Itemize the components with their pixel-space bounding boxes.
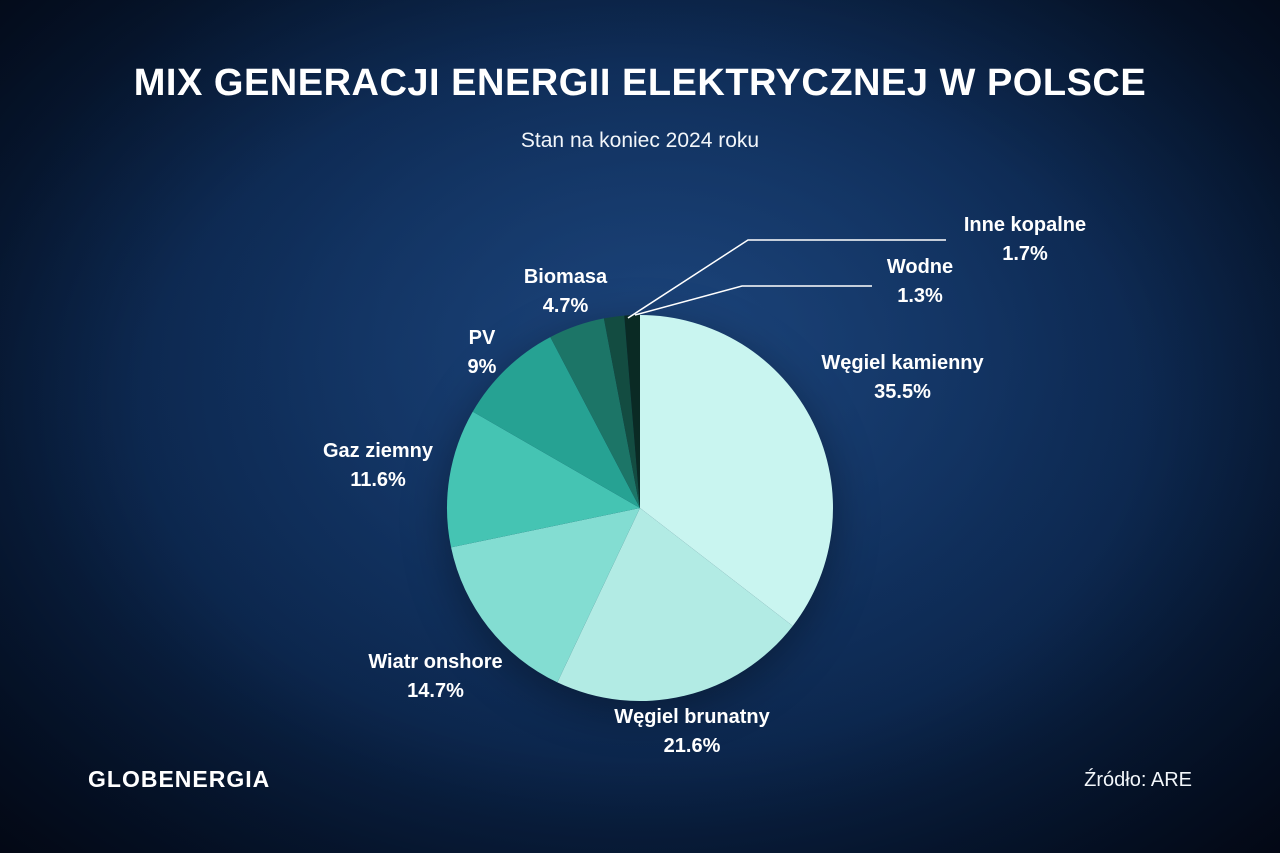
slice-label-name: Inne kopalne — [963, 214, 1087, 236]
slice-label-name: Węgiel kamienny — [821, 352, 984, 374]
slice-label-wegiel-kamienny: Węgiel kamienny 35.5% — [790, 349, 1015, 407]
slice-label-pct: 14.7% — [407, 680, 464, 702]
slice-label-pct: 1.3% — [897, 285, 943, 307]
slice-label-inne-kopalne: Inne kopalne 1.7% — [930, 211, 1120, 269]
slice-label-pct: 35.5% — [874, 381, 931, 403]
page-subtitle: Stan na koniec 2024 roku — [520, 129, 760, 152]
slice-label-wegiel-brunatny: Węgiel brunatny 21.6% — [577, 703, 807, 761]
slice-label-pct: 4.7% — [542, 295, 589, 317]
slice-label-pct: 11.6% — [350, 469, 406, 491]
globenergia-logo: GLOBENERGIA — [88, 766, 271, 792]
pie-slice-3 — [446, 411, 640, 548]
pie-slices-group — [446, 315, 833, 702]
slice-label-name: PV — [468, 327, 496, 349]
slice-label-gaz-ziemny: Gaz ziemny 11.6% — [283, 437, 473, 495]
slice-label-pct: 21.6% — [663, 735, 721, 757]
slice-label-biomasa: Biomasa 4.7% — [488, 263, 643, 321]
leader-line-wodne — [634, 285, 872, 316]
slice-label-name: Biomasa — [523, 266, 608, 288]
slice-label-wiatr-onshore: Wiatr onshore 14.7% — [328, 648, 543, 706]
slice-label-name: Wodne — [886, 256, 954, 278]
pie-slice-0 — [640, 315, 833, 626]
slice-label-name: Gaz ziemny — [322, 440, 434, 462]
pie-slice-2 — [451, 508, 640, 683]
slice-label-wodne: Wodne 1.3% — [845, 253, 995, 311]
source-credit: Źródło: ARE — [1084, 769, 1192, 791]
pie-slice-1 — [557, 508, 793, 702]
slice-label-name: Węgiel brunatny — [614, 706, 770, 728]
pie-slice-4 — [472, 337, 640, 508]
slice-label-name: Wiatr onshore — [368, 651, 503, 673]
pie-slice-5 — [550, 318, 640, 508]
leader-line-inne-kopalne — [627, 239, 946, 319]
pie-slice-6 — [603, 315, 640, 508]
slice-label-pct: 1.7% — [1002, 243, 1048, 265]
slice-label-pct: 9% — [467, 356, 497, 378]
page-title: MIX GENERACJI ENERGII ELEKTRYCZNEJ W POL… — [133, 62, 1147, 104]
slice-label-pv: PV 9% — [432, 324, 532, 382]
pie-slice-7 — [624, 315, 640, 508]
